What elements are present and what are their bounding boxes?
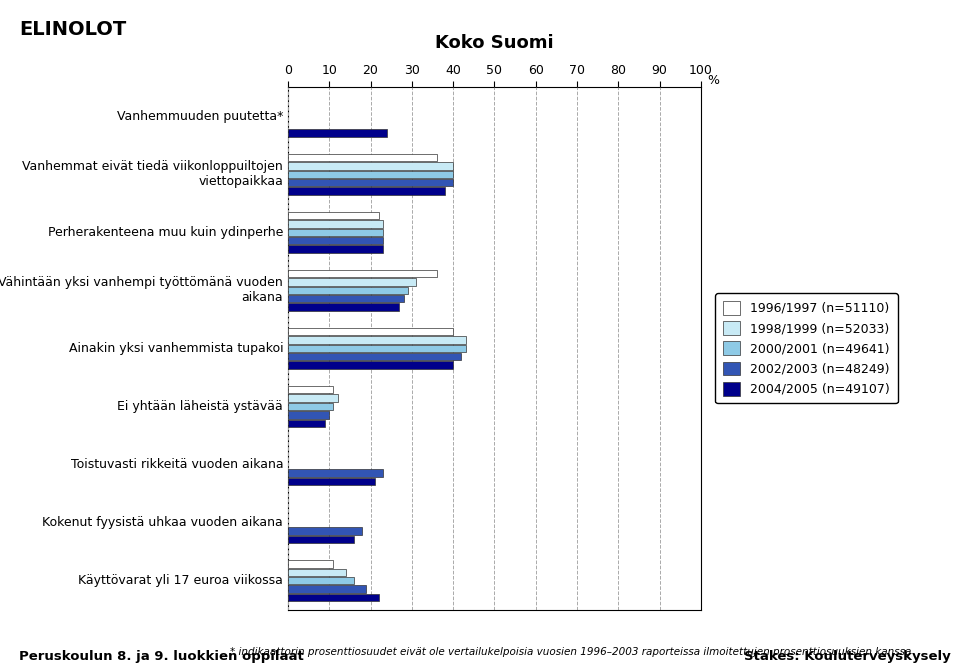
Bar	[288, 560, 333, 567]
Bar	[288, 162, 453, 170]
Text: Stakes: Kouluterveyskysely: Stakes: Kouluterveyskysely	[744, 651, 950, 663]
Bar	[288, 245, 383, 253]
Text: ELINOLOT: ELINOLOT	[19, 20, 127, 39]
Text: %: %	[707, 74, 719, 87]
Text: * indikaattorin prosenttiosuudet eivät ole vertailukelpoisia vuosien 1996–2003 r: * indikaattorin prosenttiosuudet eivät o…	[230, 647, 912, 657]
Bar	[288, 586, 367, 593]
Bar	[288, 212, 379, 219]
Title: Koko Suomi: Koko Suomi	[435, 34, 554, 52]
Bar	[288, 419, 325, 427]
Bar	[288, 594, 379, 601]
Bar	[288, 411, 329, 419]
Bar	[288, 170, 453, 178]
Bar	[288, 228, 383, 236]
Bar	[288, 344, 466, 352]
Bar	[288, 569, 346, 576]
Bar	[288, 386, 333, 393]
Bar	[288, 478, 374, 485]
Bar	[288, 304, 399, 311]
Bar	[288, 287, 408, 294]
Bar	[288, 395, 338, 402]
Bar	[288, 179, 453, 186]
Bar	[288, 153, 437, 161]
Bar	[288, 295, 403, 302]
Bar	[288, 403, 333, 410]
Text: Peruskoulun 8. ja 9. luokkien oppilaat: Peruskoulun 8. ja 9. luokkien oppilaat	[19, 651, 304, 663]
Bar	[288, 129, 387, 137]
Bar	[288, 188, 444, 195]
Bar	[288, 353, 462, 360]
Bar	[288, 278, 416, 285]
Legend: 1996/1997 (n=51110), 1998/1999 (n=52033), 2000/2001 (n=49641), 2002/2003 (n=4824: 1996/1997 (n=51110), 1998/1999 (n=52033)…	[715, 293, 898, 403]
Bar	[288, 469, 383, 476]
Bar	[288, 237, 383, 245]
Bar	[288, 527, 362, 535]
Bar	[288, 328, 453, 335]
Bar	[288, 270, 437, 277]
Bar	[288, 362, 453, 369]
Bar	[288, 336, 466, 344]
Bar	[288, 220, 383, 228]
Bar	[288, 536, 354, 543]
Bar	[288, 577, 354, 584]
